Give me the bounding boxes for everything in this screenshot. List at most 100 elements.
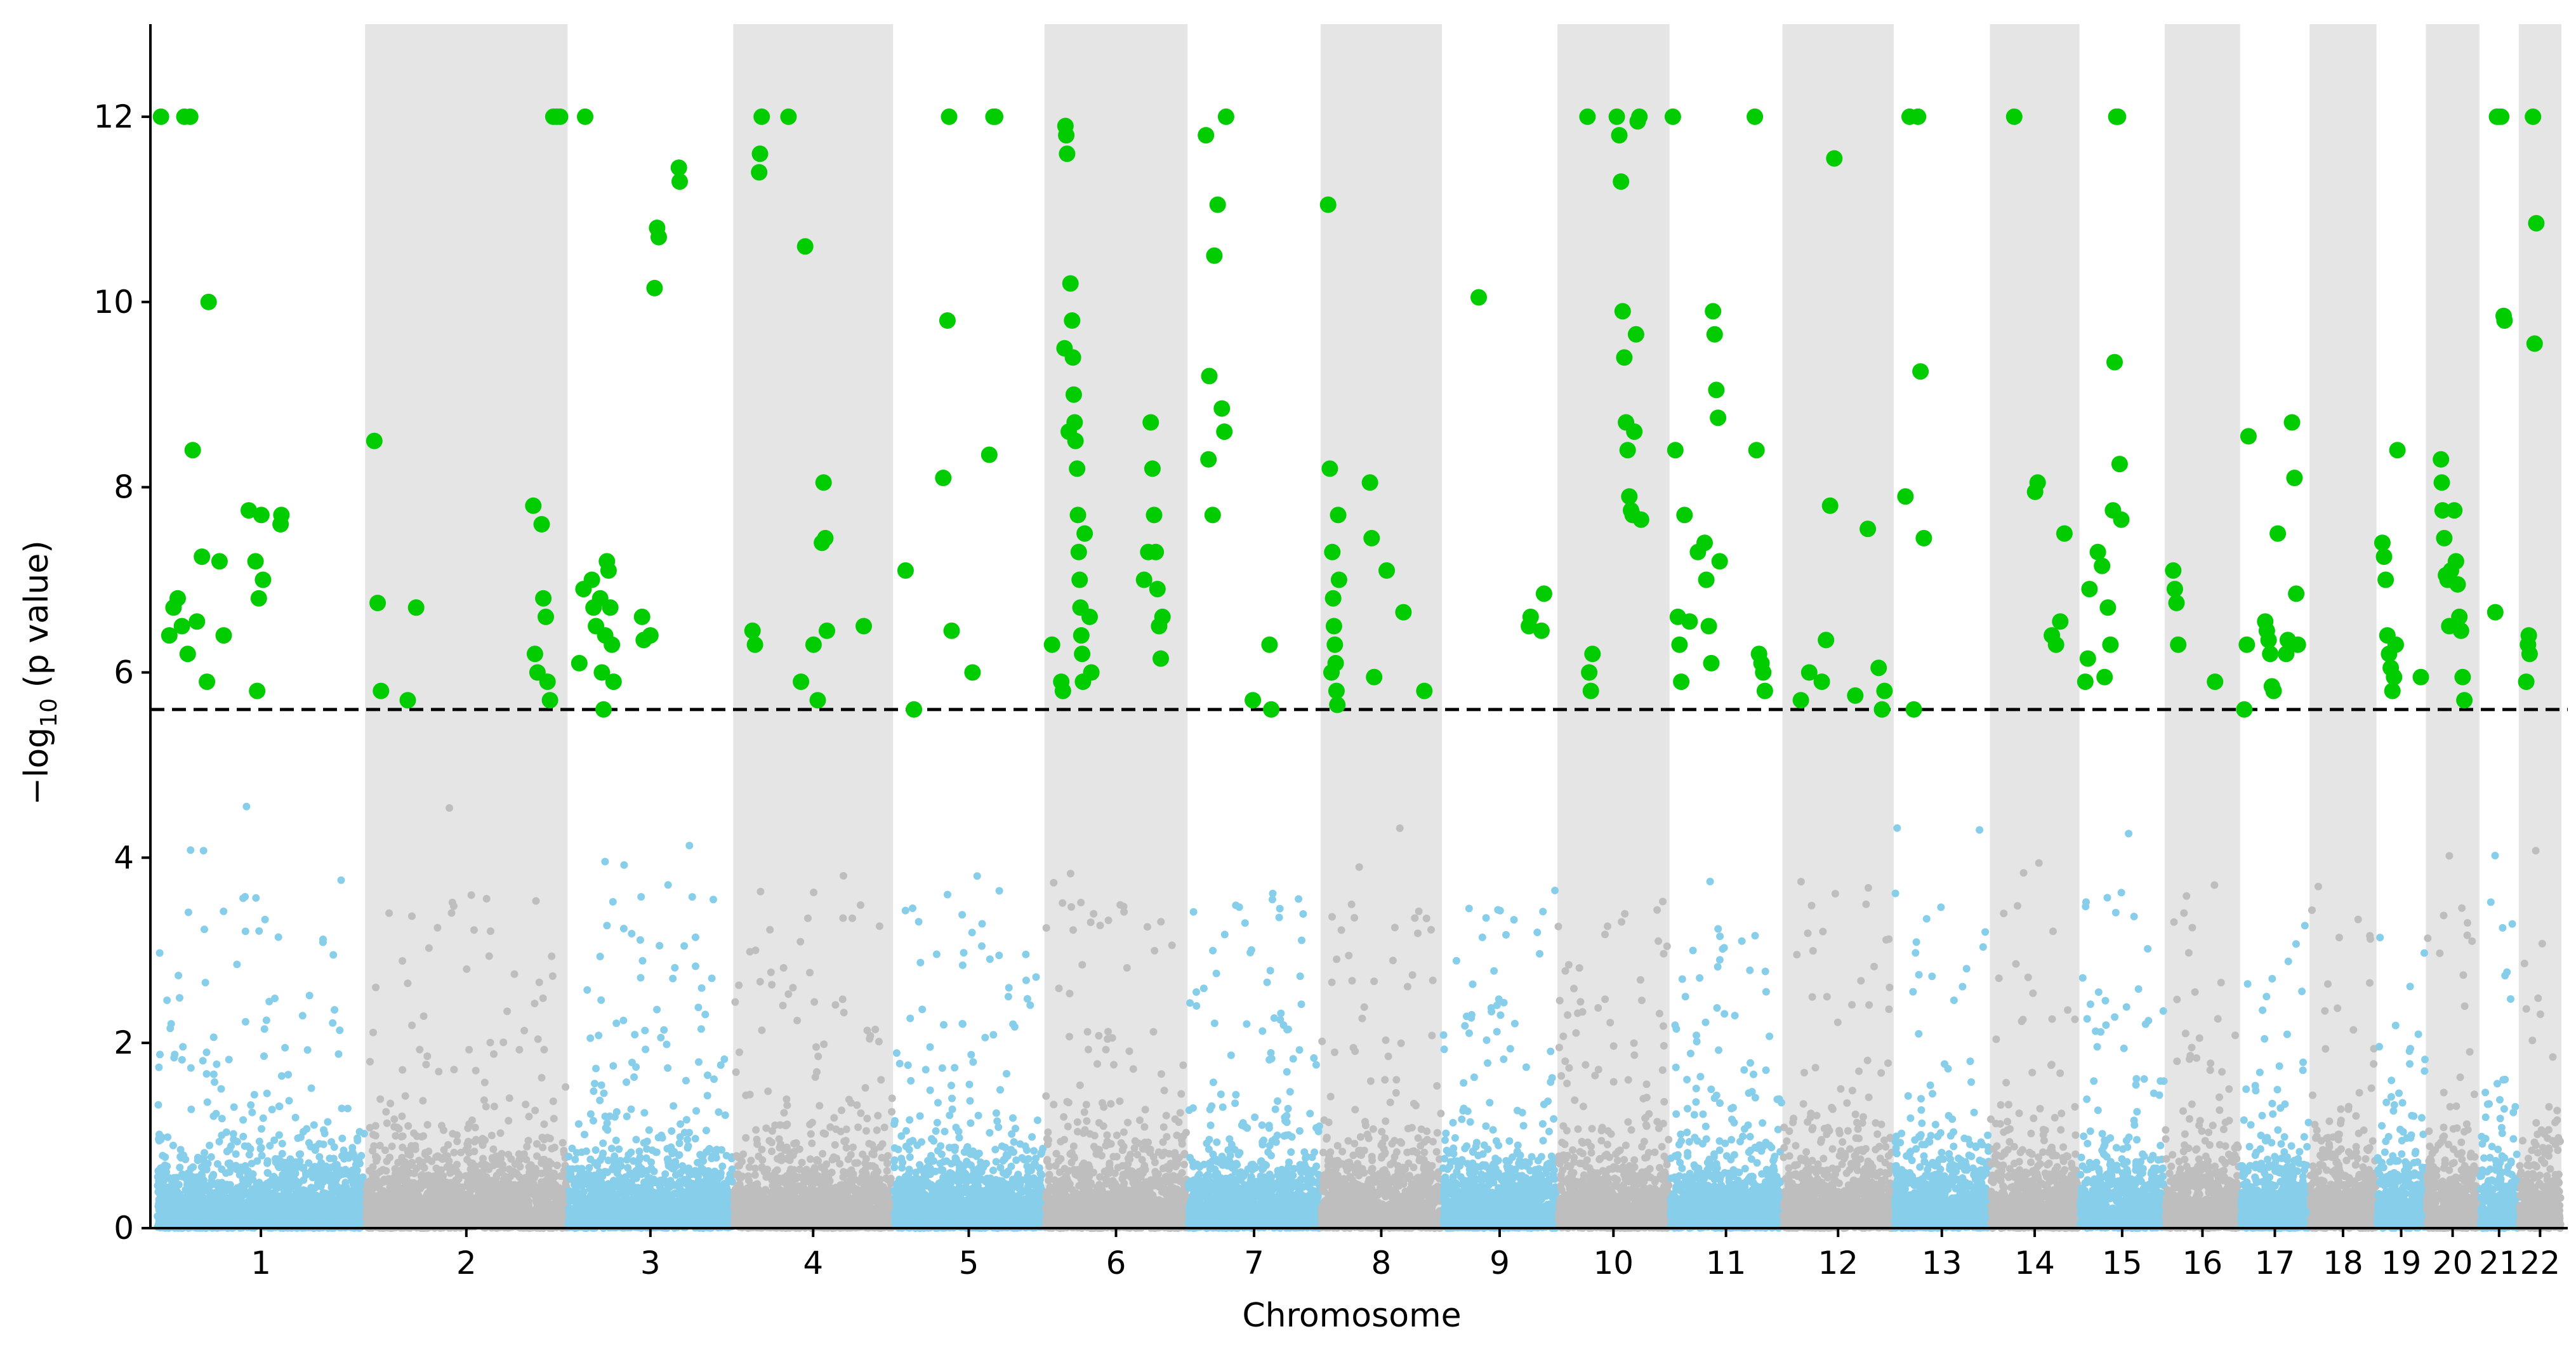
significant-point-201: [1813, 673, 1830, 691]
significant-point-189: [1706, 326, 1723, 343]
significant-point-164: [1614, 303, 1631, 320]
significant-point-11: [199, 673, 216, 691]
significant-point-226: [2089, 543, 2106, 560]
significant-point-229: [2099, 599, 2117, 616]
significant-point-32: [535, 590, 552, 607]
significant-point-260: [2377, 571, 2394, 588]
significant-point-179: [1671, 636, 1688, 653]
significant-point-257: [2289, 636, 2306, 653]
significant-point-111: [1083, 664, 1100, 681]
significant-point-259: [2375, 548, 2393, 566]
chromosome-points-7: [1184, 889, 1324, 1232]
chromosome-band-16: [2165, 24, 2240, 1228]
significant-point-199: [1792, 692, 1809, 709]
significant-point-47: [595, 701, 612, 718]
significant-point-52: [604, 636, 621, 653]
significant-point-138: [1324, 590, 1342, 607]
significant-point-130: [1217, 108, 1234, 125]
significant-point-270: [2433, 474, 2450, 491]
x-tick-label-10: 10: [1593, 1245, 1634, 1281]
significant-point-216: [2005, 108, 2023, 125]
y-tick-label-0: 0: [114, 1210, 134, 1247]
significant-point-208: [1873, 701, 1891, 718]
significant-point-54: [633, 608, 651, 625]
significant-point-192: [1711, 553, 1728, 570]
significant-point-244: [2240, 428, 2257, 445]
significant-point-238: [2166, 581, 2183, 598]
significant-point-18: [250, 590, 267, 607]
significant-point-98: [1065, 386, 1082, 403]
significant-point-150: [1395, 604, 1412, 621]
significant-point-87: [1043, 636, 1060, 653]
significant-point-204: [1826, 150, 1843, 167]
x-tick-label-3: 3: [640, 1245, 661, 1281]
significant-point-202: [1818, 632, 1835, 649]
significant-point-110: [1081, 608, 1098, 625]
y-tick-label-2: 2: [114, 1024, 134, 1061]
significant-point-188: [1705, 303, 1722, 320]
significant-point-19: [253, 506, 270, 524]
significant-point-28: [525, 497, 542, 514]
significant-point-157: [1579, 108, 1596, 125]
significant-point-230: [2102, 636, 2119, 653]
chromosome-points-18: [2306, 882, 2380, 1232]
significant-point-194: [1748, 442, 1765, 459]
significant-point-289: [2496, 312, 2513, 329]
significant-point-25: [373, 682, 390, 699]
significant-point-24: [369, 595, 386, 611]
x-tick-label-1: 1: [251, 1245, 271, 1281]
significant-point-210: [1897, 488, 1914, 505]
significant-point-214: [1912, 363, 1929, 380]
significant-point-228: [2096, 668, 2113, 685]
significant-point-132: [1261, 636, 1278, 653]
significant-point-103: [1070, 543, 1087, 560]
significant-point-117: [1147, 543, 1165, 560]
significant-point-284: [2487, 604, 2504, 621]
significant-point-203: [1821, 497, 1839, 514]
significant-point-76: [855, 618, 872, 635]
significant-point-13: [211, 553, 228, 570]
significant-point-265: [2386, 668, 2403, 685]
significant-point-86: [987, 108, 1003, 125]
significant-point-68: [793, 673, 810, 691]
significant-point-61: [671, 173, 688, 190]
significant-point-96: [1064, 312, 1081, 329]
significant-point-252: [2278, 645, 2295, 663]
significant-point-222: [2056, 525, 2073, 542]
significant-point-26: [399, 692, 416, 709]
significant-point-107: [1074, 645, 1091, 663]
significant-point-254: [2283, 414, 2301, 431]
significant-point-126: [1206, 247, 1223, 264]
significant-point-241: [2207, 673, 2224, 691]
significant-point-198: [1756, 682, 1773, 699]
chromosome-points-17: [2237, 922, 2313, 1232]
significant-point-6: [179, 645, 196, 663]
significant-point-109: [1076, 525, 1093, 542]
significant-point-97: [1064, 349, 1081, 366]
significant-point-56: [642, 627, 659, 644]
significant-point-123: [1200, 451, 1217, 468]
significant-point-12: [200, 293, 217, 310]
chromosome-points-15: [2077, 830, 2168, 1232]
significant-point-266: [2388, 636, 2404, 653]
significant-point-120: [1153, 650, 1169, 667]
significant-point-63: [746, 636, 763, 653]
chromosome-points-13: [1891, 824, 1993, 1232]
significant-point-158: [1581, 664, 1598, 681]
significant-point-175: [1632, 511, 1649, 528]
significant-point-184: [1696, 534, 1713, 552]
significant-point-296: [2528, 215, 2545, 232]
significant-point-27: [407, 599, 425, 616]
chromosome-points-1: [154, 802, 368, 1232]
significant-point-255: [2286, 470, 2303, 486]
significant-points: [152, 108, 2545, 718]
x-axis-title: Chromosome: [1242, 1297, 1461, 1335]
significant-point-50: [600, 562, 617, 579]
significant-point-23: [366, 432, 383, 449]
x-tick-label-21: 21: [2479, 1245, 2520, 1281]
significant-point-264: [2384, 682, 2401, 699]
significant-point-69: [796, 238, 814, 255]
chromosome-band-2: [365, 24, 568, 1228]
significant-point-89: [1054, 682, 1071, 699]
significant-point-294: [2525, 108, 2542, 125]
